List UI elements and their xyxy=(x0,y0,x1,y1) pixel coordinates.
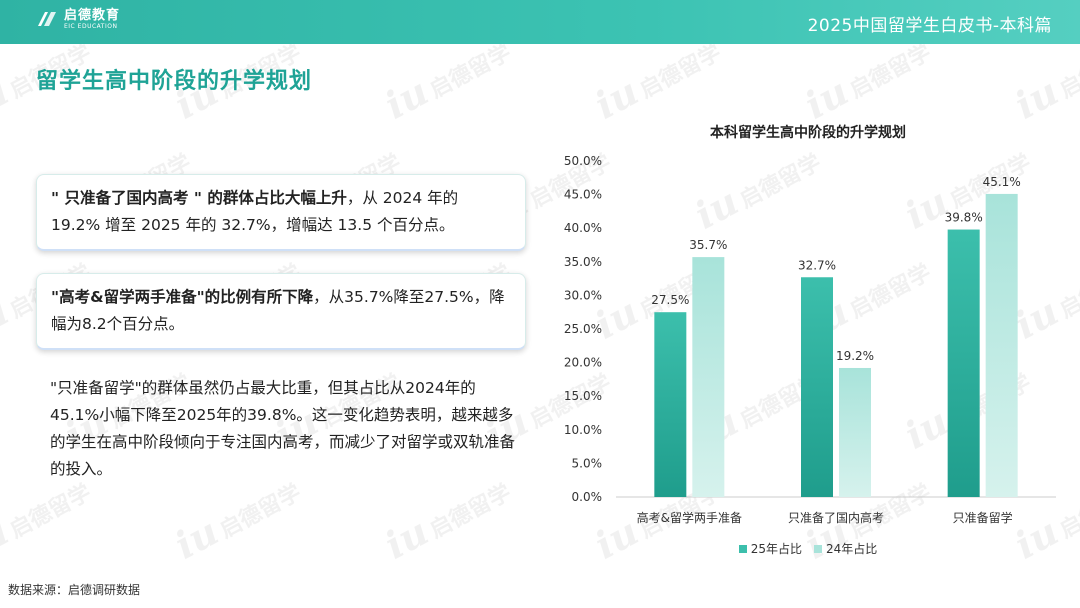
y-tick-label: 30.0% xyxy=(564,288,602,302)
legend-label-2025: 25年占比 xyxy=(750,542,802,556)
logo-icon xyxy=(38,12,56,26)
y-tick-label: 0.0% xyxy=(572,490,603,504)
bar xyxy=(801,277,833,497)
watermark: iu启德留学 xyxy=(377,44,516,128)
logo-text-en: EIC EDUCATION xyxy=(64,22,118,30)
bar xyxy=(947,229,980,497)
chart-container: 0.0% 5.0% 10.0% 15.0% 20.0% 25.0% 30.0% 35.0% 40… xyxy=(560,115,1080,570)
data-source-note: 数据来源：启德调研数据 xyxy=(8,583,141,597)
y-tick-label: 40.0% xyxy=(564,221,602,235)
document-title: 2025中国留学生白皮书-本科篇 xyxy=(807,16,1052,36)
logo-text-cn: 启德教育 xyxy=(64,7,121,23)
bar xyxy=(839,367,871,497)
insight-2-highlight: "高考&留学两手准备"的比例有所下降 xyxy=(51,288,314,306)
insight-2-text: ，从35.7%降至27.5%，降幅为8.2个百分点。 xyxy=(51,288,505,333)
page-title: 留学生高中阶段的升学规划 xyxy=(36,69,313,94)
insight-1-highlight: " 只准备了国内高考 " 的群体占比大幅上升 xyxy=(51,189,347,207)
chart-legend: 25年占比 24年占比 xyxy=(560,540,1056,557)
chart-title: 本科留学生高中阶段的升学规划 xyxy=(710,125,906,141)
legend-label-2024: 24年占比 xyxy=(826,542,878,556)
legend-item-2024: 24年占比 xyxy=(814,540,877,557)
brand-logo: 启德教育 EIC EDUCATION xyxy=(34,6,120,32)
y-tick-label: 20.0% xyxy=(564,356,602,370)
bar xyxy=(985,193,1018,497)
y-tick-label: 15.0% xyxy=(564,389,602,403)
bar xyxy=(654,312,687,497)
legend-item-2025: 25年占比 xyxy=(738,540,802,557)
data-label: 32.7% xyxy=(798,258,836,272)
x-tick-label: 只准备了国内高考 xyxy=(788,510,884,525)
x-tick-label: 只准备留学 xyxy=(953,510,1013,525)
data-label: 39.8% xyxy=(945,211,983,225)
header-bar: 启德教育 EIC EDUCATION 2025中国留学生白皮书-本科篇 xyxy=(0,0,1080,44)
y-tick-label: 35.0% xyxy=(564,255,602,269)
y-tick-label: 25.0% xyxy=(564,322,602,336)
bar-chart: 0.0% 5.0% 10.0% 15.0% 20.0% 25.0% 30.0% 35.0% 40… xyxy=(564,154,1056,525)
y-tick-label: 50.0% xyxy=(564,154,602,168)
y-tick-label: 45.0% xyxy=(564,188,602,202)
summary-paragraph: "只准备留学"的群体虽然仍占最大比重，但其占比从2024年的45.1%小幅下降至… xyxy=(50,379,516,478)
insight-1-text: ，从 2024 年的 19.2% 增至 2025 年的 32.7%，增幅达 13… xyxy=(51,189,459,234)
y-tick-label: 5.0% xyxy=(572,456,603,470)
legend-swatch-2025 xyxy=(738,544,747,553)
bar xyxy=(692,257,725,497)
data-label: 35.7% xyxy=(689,238,727,252)
x-tick-label: 高考&留学两手准备 xyxy=(637,510,742,525)
insight-box-1: " 只准备了国内高考 " 的群体占比大幅上升，从 2024 年的 19.2% 增… xyxy=(36,174,526,251)
data-label: 27.5% xyxy=(651,293,689,307)
y-tick-label: 10.0% xyxy=(564,423,602,437)
data-label: 19.2% xyxy=(836,349,874,363)
data-label: 45.1% xyxy=(983,175,1021,189)
insight-box-2: "高考&留学两手准备"的比例有所下降，从35.7%降至27.5%，降幅为8.2个… xyxy=(36,273,526,350)
legend-swatch-2024 xyxy=(814,544,822,553)
